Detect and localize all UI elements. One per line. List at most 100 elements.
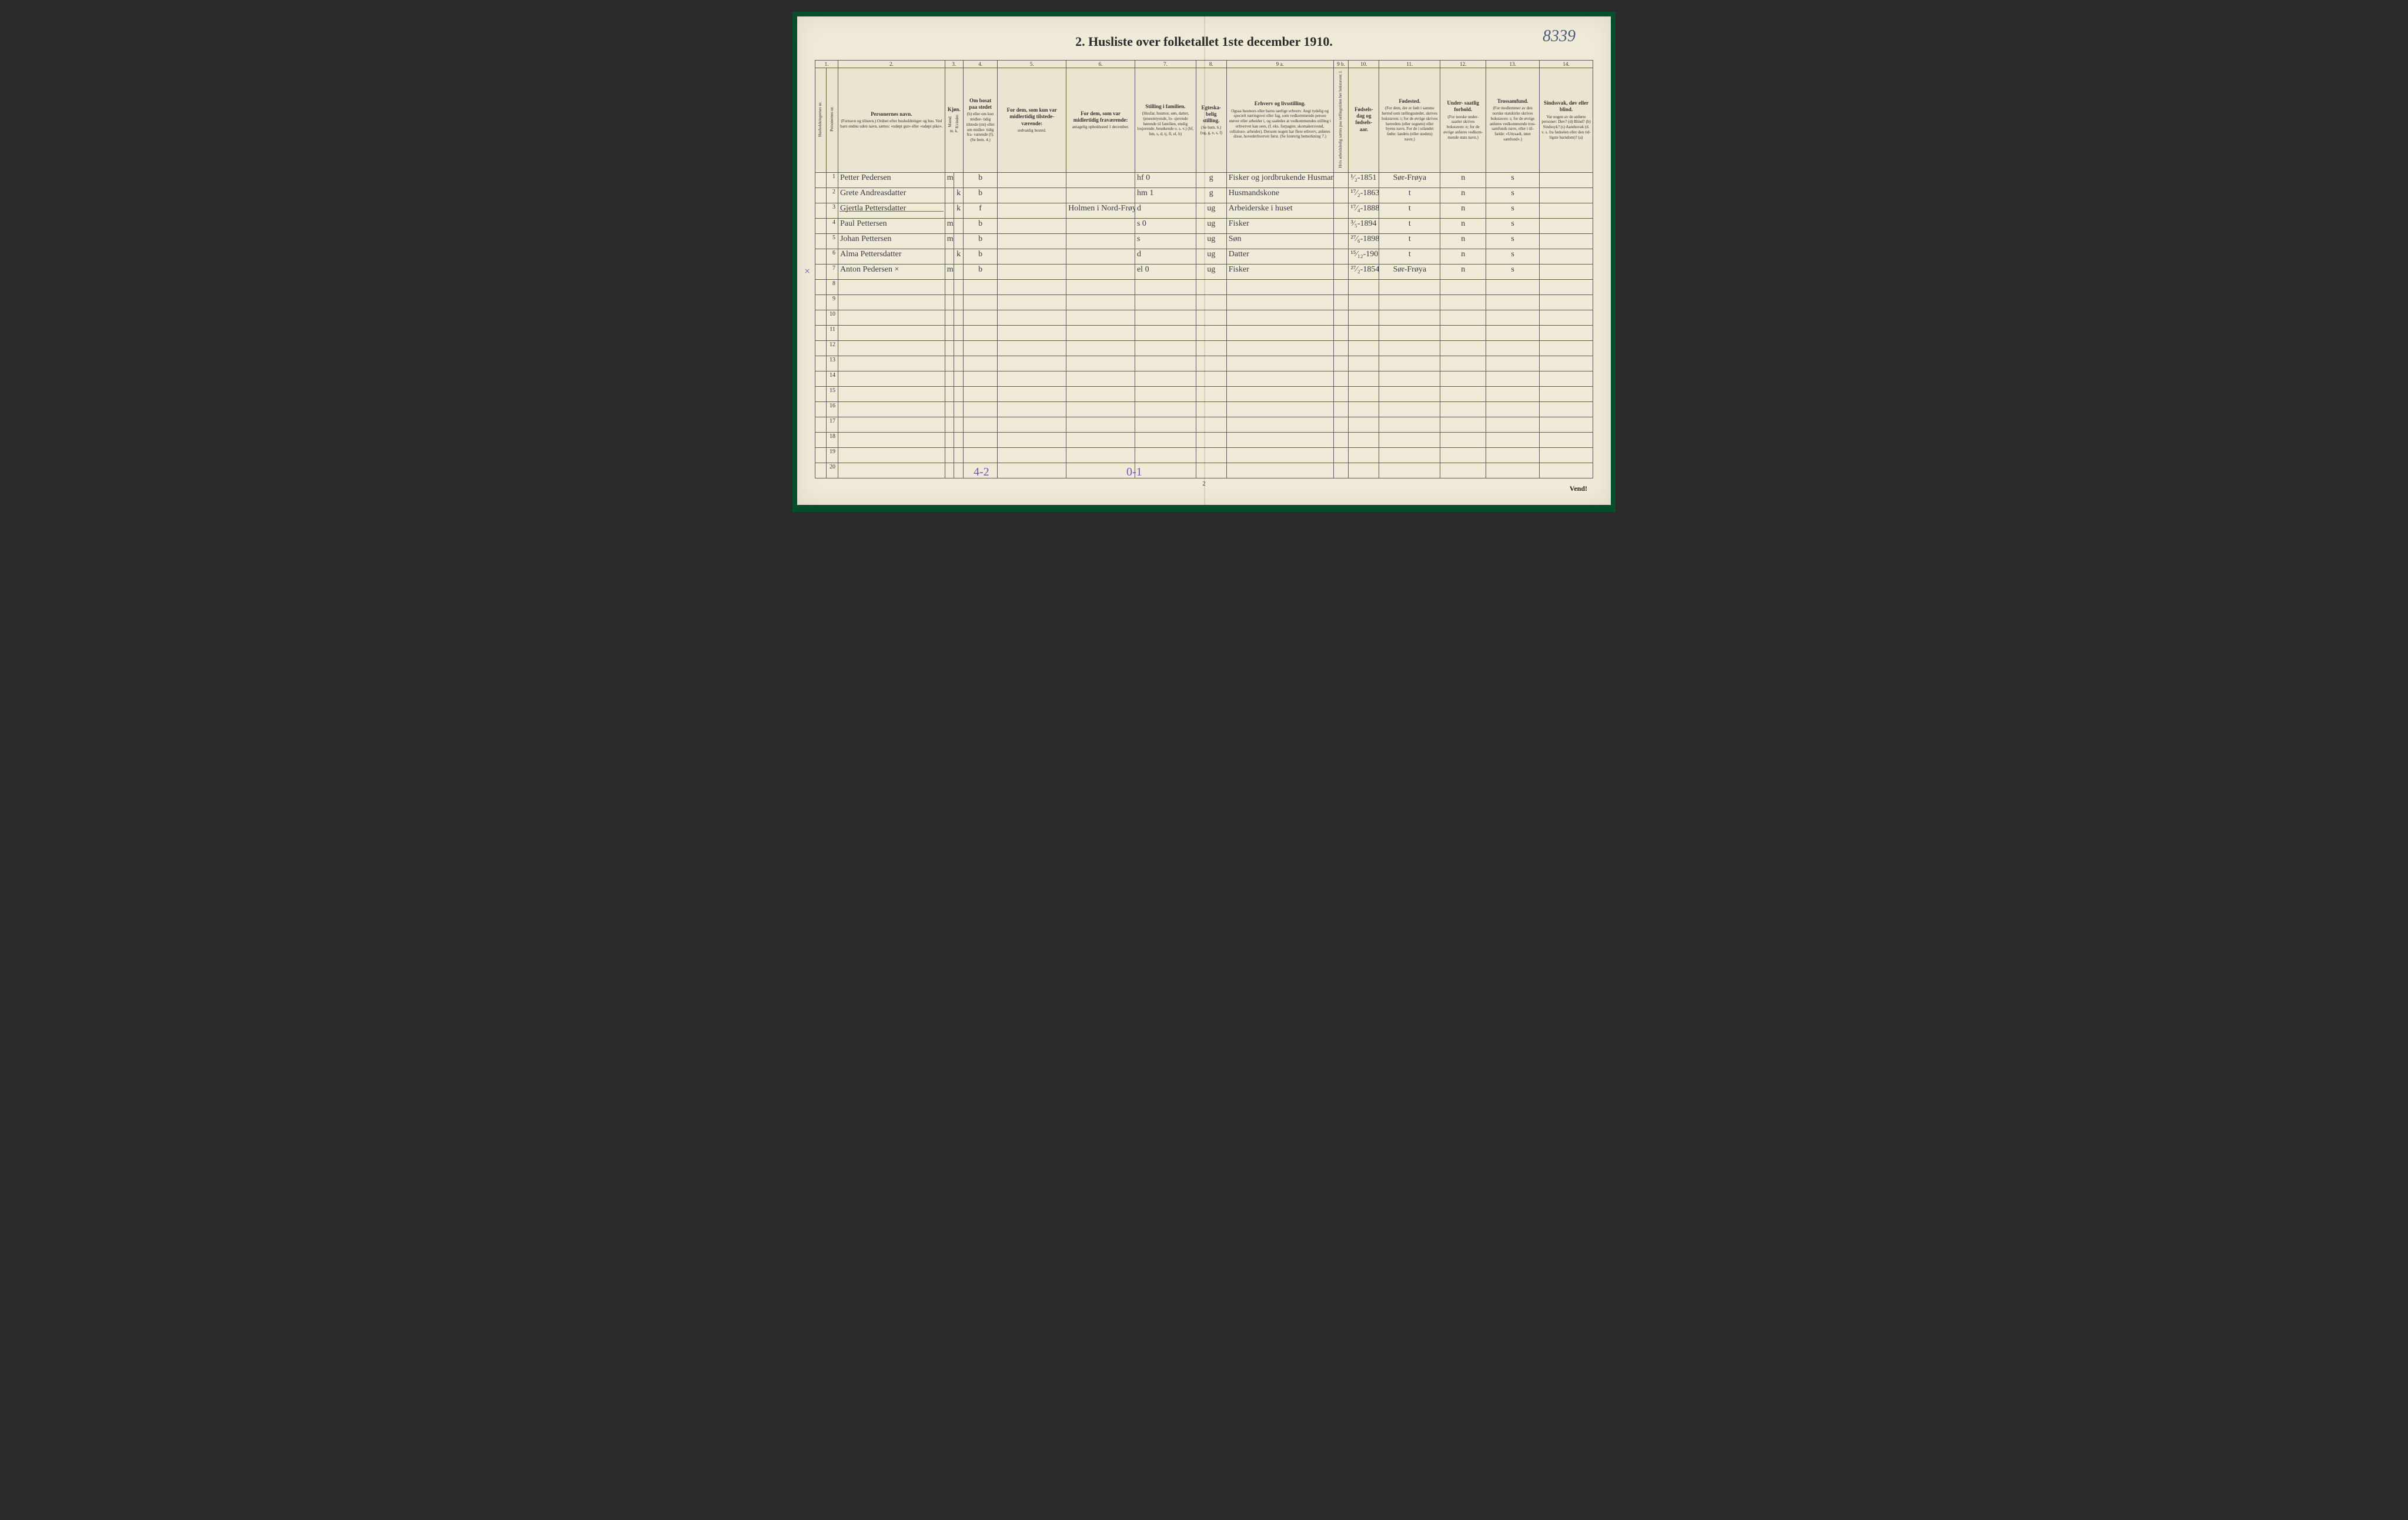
cell-empty <box>1540 371 1593 386</box>
cell-religion: s <box>1486 172 1540 188</box>
cell-birthdate: ¹⁷⁄₂-1863 <box>1349 188 1379 203</box>
table-row-empty: 8 <box>815 279 1593 294</box>
cell-empty <box>1196 447 1226 463</box>
cell-empty <box>1196 432 1226 447</box>
cell-disabilities <box>1540 233 1593 249</box>
handwritten-page-number: 8339 <box>1543 27 1576 46</box>
cell-empty <box>1379 294 1440 310</box>
cell-empty <box>954 356 964 371</box>
cell-empty <box>998 371 1066 386</box>
cell-empty <box>963 279 997 294</box>
cell-sex-m <box>945 203 954 218</box>
cell-empty <box>1196 463 1226 478</box>
cell-religion: s <box>1486 249 1540 264</box>
cell-empty <box>1196 401 1226 417</box>
table-row-empty: 14 <box>815 371 1593 386</box>
cell-nationality: n <box>1440 172 1486 188</box>
cell-empty <box>1226 463 1333 478</box>
cell-empty <box>1349 371 1379 386</box>
hdr-absent-location: For dem, som var midlertidig fraværende:… <box>1066 68 1135 173</box>
cell-household-nr <box>815 386 827 401</box>
cell-empty <box>1226 279 1333 294</box>
cell-nationality: n <box>1440 233 1486 249</box>
colnum-8: 8. <box>1196 61 1226 68</box>
cell-empty <box>838 447 945 463</box>
table-row: 7Anton Pedersen ×mbel 0ugFisker²⁷⁄₂-1854… <box>815 264 1593 279</box>
cell-empty <box>1196 417 1226 432</box>
cell-empty <box>963 294 997 310</box>
hdr-sex: Kjøn. Mænd. Kvinder. m. k. <box>945 68 963 173</box>
colnum-6: 6. <box>1066 61 1135 68</box>
cell-empty <box>954 310 964 325</box>
cell-empty <box>954 463 964 478</box>
cell-empty <box>963 310 997 325</box>
scan-frame: 8339 2. Husliste over folketallet 1ste d… <box>792 12 1616 512</box>
cell-empty <box>1135 463 1196 478</box>
cell-household-nr <box>815 249 827 264</box>
cell-nationality: n <box>1440 264 1486 279</box>
cell-resident: b <box>963 233 997 249</box>
cell-empty <box>1540 401 1593 417</box>
cell-empty <box>1349 356 1379 371</box>
cell-empty <box>1196 325 1226 340</box>
cell-empty <box>998 463 1066 478</box>
cell-empty <box>998 386 1066 401</box>
hdr-birthdate: Fødsels- dag og fødsels- aar. <box>1349 68 1379 173</box>
cell-sex-m <box>945 188 954 203</box>
cell-birthdate: ¹⁷⁄₄-1888 <box>1349 203 1379 218</box>
cell-birthplace: Sør-Frøya <box>1379 172 1440 188</box>
cell-empty <box>1540 432 1593 447</box>
cell-empty <box>1226 371 1333 386</box>
cell-empty <box>838 386 945 401</box>
cell-person-nr: 2 <box>827 188 838 203</box>
cell-birthplace: t <box>1379 233 1440 249</box>
cell-person-nr: 17 <box>827 417 838 432</box>
cell-empty <box>1135 340 1196 356</box>
cell-empty <box>1379 463 1440 478</box>
cell-sex-k: k <box>954 203 964 218</box>
cell-household-nr <box>815 432 827 447</box>
cell-absent-location <box>1066 233 1135 249</box>
cell-person-nr: 15 <box>827 386 838 401</box>
cell-marital: g <box>1196 172 1226 188</box>
cell-marital: g <box>1196 188 1226 203</box>
cell-household-nr <box>815 279 827 294</box>
cell-empty <box>1486 463 1540 478</box>
cell-empty <box>998 294 1066 310</box>
cell-household-nr <box>815 310 827 325</box>
cell-household-nr <box>815 188 827 203</box>
cell-empty <box>1349 294 1379 310</box>
printed-page-number: 2 <box>815 481 1593 487</box>
cell-household-nr <box>815 340 827 356</box>
cell-empty <box>1379 432 1440 447</box>
cell-disabilities <box>1540 188 1593 203</box>
cell-disabilities <box>1540 249 1593 264</box>
cell-empty <box>1333 310 1349 325</box>
cell-empty <box>945 356 954 371</box>
cell-empty <box>1486 356 1540 371</box>
cell-empty <box>1066 340 1135 356</box>
cell-disabilities <box>1540 203 1593 218</box>
colnum-7: 7. <box>1135 61 1196 68</box>
cell-usual-residence <box>998 233 1066 249</box>
cell-household-nr <box>815 264 827 279</box>
cell-empty <box>1486 340 1540 356</box>
cell-unemployed <box>1333 264 1349 279</box>
cell-religion: s <box>1486 203 1540 218</box>
table-row: 1Petter Pedersenmbhf 0gFisker og jordbru… <box>815 172 1593 188</box>
cell-empty <box>954 401 964 417</box>
cell-birthdate: ²⁷⁄₆-1898 <box>1349 233 1379 249</box>
cell-empty <box>1440 356 1486 371</box>
cell-household-nr <box>815 294 827 310</box>
cell-empty <box>1540 310 1593 325</box>
cell-resident: f <box>963 203 997 218</box>
table-row-empty: 15 <box>815 386 1593 401</box>
cell-empty <box>1440 371 1486 386</box>
cell-usual-residence <box>998 188 1066 203</box>
cell-marital: ug <box>1196 264 1226 279</box>
hdr-usual-residence: For dem, som kun var midlertidig tilsted… <box>998 68 1066 173</box>
cell-empty <box>1440 340 1486 356</box>
cell-family-position: s 0 <box>1135 218 1196 233</box>
cell-name: Johan Pettersen <box>838 233 945 249</box>
cell-nationality: n <box>1440 249 1486 264</box>
